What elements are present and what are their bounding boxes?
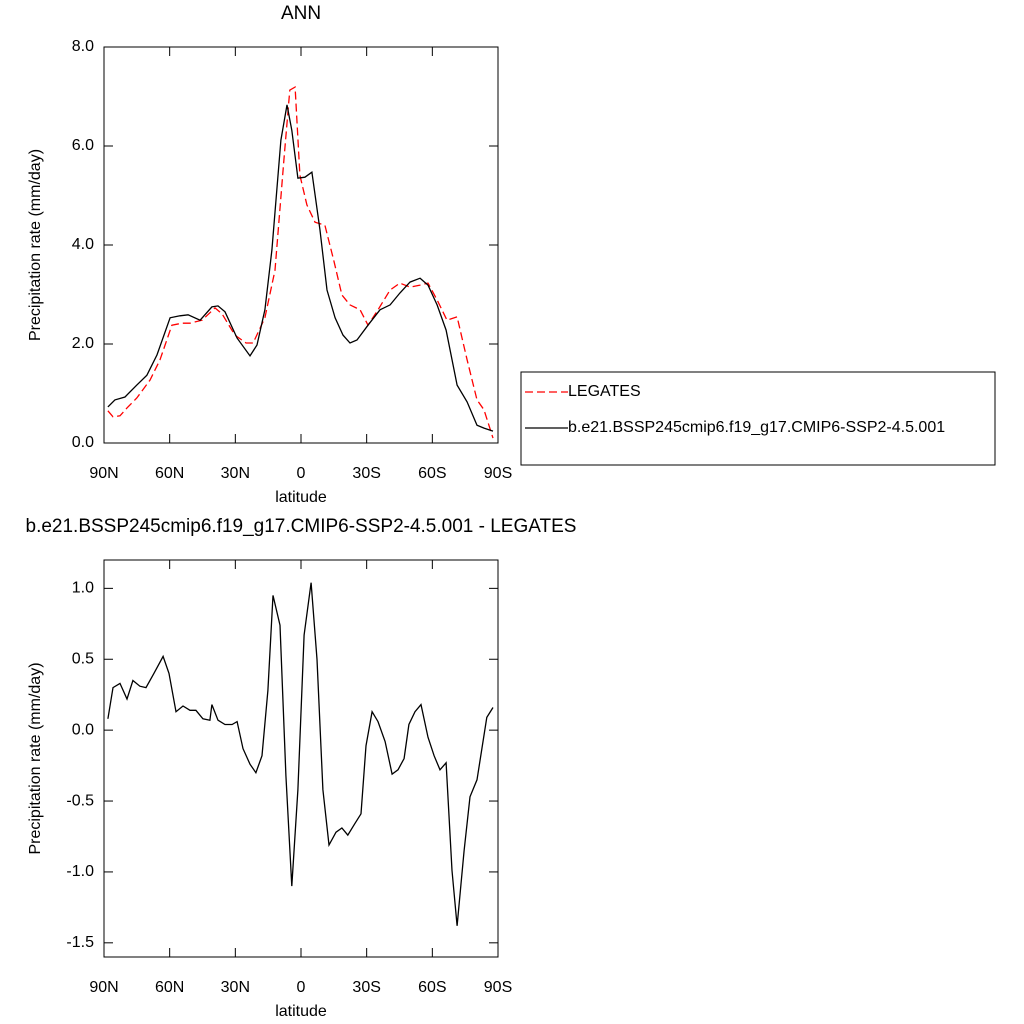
x-tick-label: 90N xyxy=(89,979,118,996)
x-axis-label: latitude xyxy=(275,1003,327,1020)
x-tick-label: 30S xyxy=(352,979,380,996)
y-tick-label: 1.0 xyxy=(72,580,94,597)
legend-label: LEGATES xyxy=(568,383,641,400)
legend-label: b.e21.BSSP245cmip6.f19_g17.CMIP6-SSP2-4.… xyxy=(568,419,945,436)
line-series xyxy=(107,104,494,432)
y-tick-label: 4.0 xyxy=(72,236,94,253)
plot-frame xyxy=(103,46,499,444)
x-tick-label: 0 xyxy=(297,979,306,996)
x-axis-label: latitude xyxy=(275,489,327,506)
y-tick-label: -1.0 xyxy=(66,863,94,880)
y-axis-label: Precipitation rate (mm/day) xyxy=(27,149,44,341)
y-tick-label: 0.5 xyxy=(72,650,94,667)
y-tick-label: 8.0 xyxy=(72,38,94,55)
y-tick-label: 6.0 xyxy=(72,137,94,154)
y-tick-label: 0.0 xyxy=(72,434,94,451)
x-tick-label: 90S xyxy=(484,465,512,482)
line-series xyxy=(107,582,494,926)
x-tick-label: 60S xyxy=(418,465,446,482)
x-tick-label: 30N xyxy=(221,465,250,482)
x-tick-label: 60N xyxy=(155,979,184,996)
x-tick-label: 60S xyxy=(418,979,446,996)
x-tick-label: 30N xyxy=(221,979,250,996)
y-tick-label: -1.5 xyxy=(66,934,94,951)
x-tick-label: 0 xyxy=(297,465,306,482)
chart-title: b.e21.BSSP245cmip6.f19_g17.CMIP6-SSP2-4.… xyxy=(26,516,577,537)
x-tick-label: 90N xyxy=(89,465,118,482)
line-series xyxy=(107,86,494,439)
y-tick-label: -0.5 xyxy=(66,792,94,809)
legend-box xyxy=(520,371,996,466)
plot-frame xyxy=(103,559,499,958)
y-axis-label: Precipitation rate (mm/day) xyxy=(27,662,44,854)
y-tick-label: 2.0 xyxy=(72,335,94,352)
chart-title: ANN xyxy=(281,3,321,24)
y-tick-label: 0.0 xyxy=(72,721,94,738)
x-tick-label: 90S xyxy=(484,979,512,996)
x-tick-label: 60N xyxy=(155,465,184,482)
x-tick-label: 30S xyxy=(352,465,380,482)
